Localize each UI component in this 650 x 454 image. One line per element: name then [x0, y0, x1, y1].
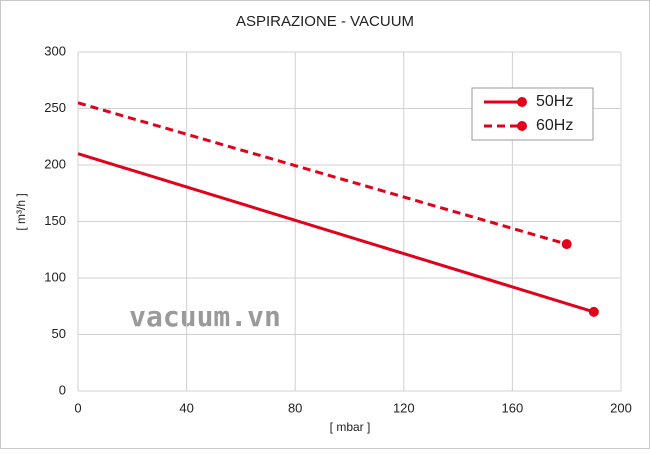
legend-label: 50Hz — [536, 93, 573, 110]
x-axis-label: [ mbar ] — [330, 420, 371, 434]
x-tick-label: 120 — [393, 400, 415, 415]
x-tick-label: 160 — [502, 400, 524, 415]
legend-marker — [517, 121, 527, 131]
y-tick-label: 100 — [44, 269, 66, 284]
series-line — [77, 152, 595, 314]
y-tick-label: 300 — [44, 43, 66, 58]
y-tick-label: 50 — [52, 326, 66, 341]
y-tick-label: 0 — [59, 382, 66, 397]
y-axis-label: [ m³/h ] — [14, 193, 28, 230]
legend-box — [471, 87, 594, 141]
end-marker — [561, 239, 572, 250]
x-tick-label: 0 — [74, 400, 81, 415]
watermark: vacuum.vn — [129, 300, 281, 333]
legend-label: 60Hz — [536, 117, 573, 134]
chart-title: ASPIRAZIONE - VACUUM — [236, 13, 414, 30]
y-tick-label: 250 — [44, 100, 66, 115]
y-tick-label: 200 — [44, 156, 66, 171]
end-marker — [588, 306, 599, 317]
y-tick-label: 150 — [44, 213, 66, 228]
series-line — [77, 101, 568, 246]
x-tick-label: 40 — [179, 400, 193, 415]
x-tick-label: 200 — [610, 400, 632, 415]
legend-marker — [517, 97, 527, 107]
x-tick-label: 80 — [288, 400, 302, 415]
